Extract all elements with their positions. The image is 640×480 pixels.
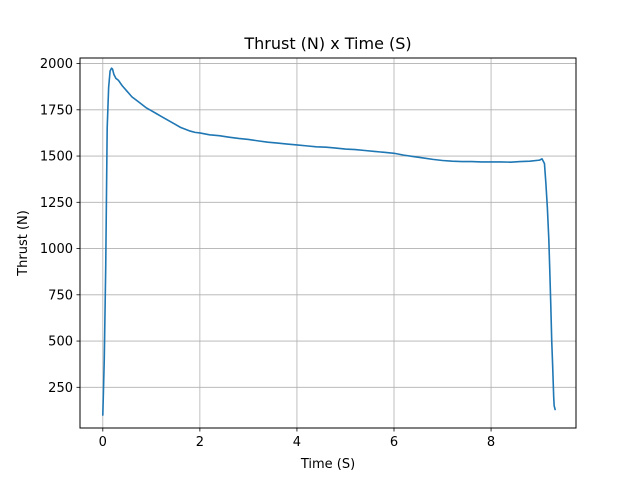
y-tick-label: 250 bbox=[48, 381, 73, 396]
y-tick-label: 1750 bbox=[40, 103, 73, 118]
x-tick-label: 4 bbox=[293, 435, 301, 450]
ticks-layer: 0 2 4 6 8 250 500 750 1000 1250 1500 1750 2000 bbox=[40, 57, 495, 450]
y-tick-label: 1000 bbox=[40, 242, 73, 257]
y-tick-label: 750 bbox=[48, 288, 73, 303]
y-tick-label: 1250 bbox=[40, 196, 73, 211]
y-tick-label: 500 bbox=[48, 335, 73, 350]
thrust-series-line bbox=[102, 67, 556, 416]
series-layer bbox=[102, 67, 556, 416]
chart-title: Thrust (N) x Time (S) bbox=[243, 34, 411, 53]
x-tick-label: 6 bbox=[390, 435, 398, 450]
x-tick-label: 2 bbox=[196, 435, 204, 450]
x-axis-title: Time (S) bbox=[300, 457, 355, 472]
x-tick-label: 8 bbox=[487, 435, 495, 450]
y-tick-label: 2000 bbox=[40, 57, 73, 72]
y-axis-title: Thrust (N) bbox=[16, 210, 31, 277]
grid-layer bbox=[80, 58, 576, 428]
y-tick-label: 1500 bbox=[40, 150, 73, 165]
x-tick-label: 0 bbox=[99, 435, 107, 450]
plot-frame bbox=[79, 57, 577, 429]
